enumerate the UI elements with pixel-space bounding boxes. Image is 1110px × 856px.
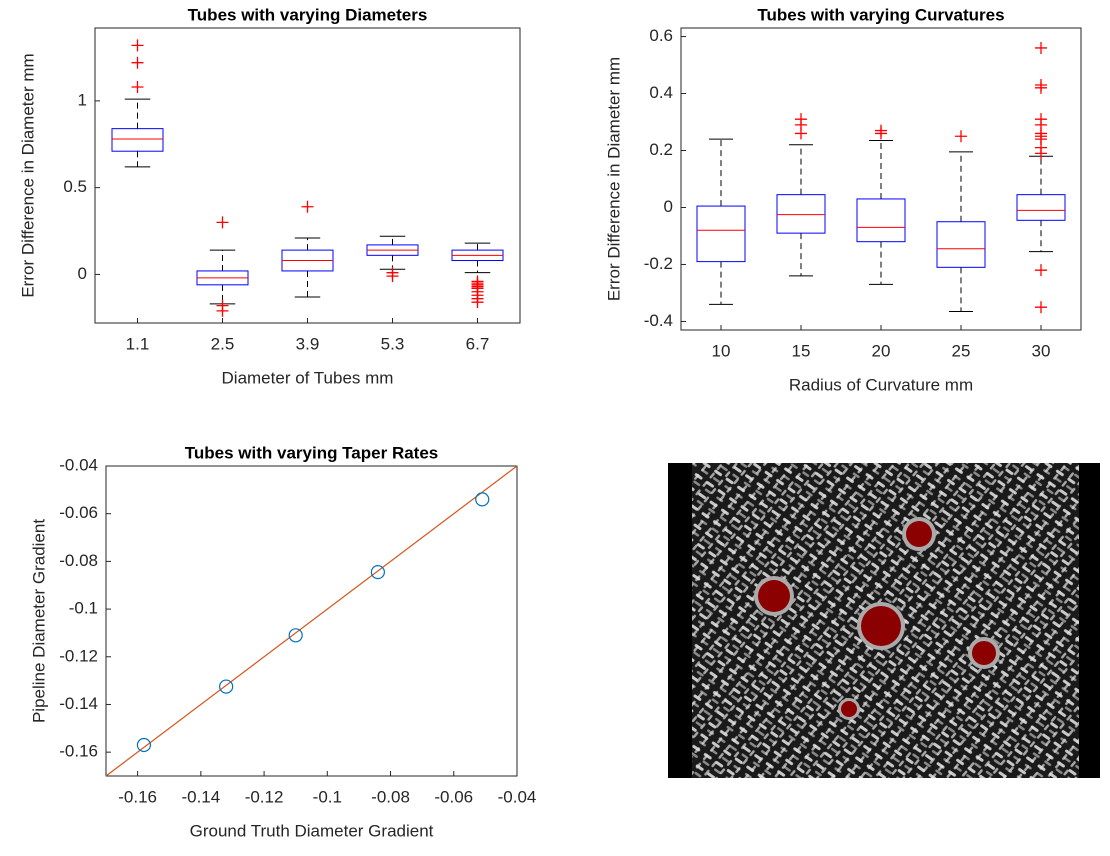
outlier xyxy=(875,124,887,137)
x-tick-label: 30 xyxy=(1032,341,1051,360)
y-tick-label: -0.4 xyxy=(644,311,673,330)
y-tick-label: -0.06 xyxy=(59,503,98,522)
x-axis-label: Radius of Curvature mm xyxy=(789,375,973,394)
x-tick-label: 15 xyxy=(792,341,811,360)
chart-title: Tubes with varying Curvatures xyxy=(757,5,1004,24)
x-tick-label: 1.1 xyxy=(126,334,150,353)
outlier xyxy=(1035,301,1047,314)
data-point xyxy=(219,679,234,694)
box xyxy=(696,205,746,263)
fit-line xyxy=(105,465,518,777)
chart: Tubes with varying Taper Rates Ground Tru… xyxy=(29,443,536,840)
box xyxy=(111,128,164,152)
x-tick-label: -0.08 xyxy=(371,787,410,806)
y-tick-label: 1 xyxy=(78,90,87,109)
x-tick-label: -0.1 xyxy=(313,787,342,806)
outlier xyxy=(216,216,229,229)
image-panel xyxy=(668,463,1100,778)
outlier xyxy=(301,200,314,213)
y-tick-label: 0.6 xyxy=(649,26,673,45)
x-axis-label: Ground Truth Diameter Gradient xyxy=(190,821,434,840)
outlier xyxy=(386,270,399,283)
y-tick-label: 0 xyxy=(78,264,87,283)
outlier xyxy=(1035,41,1047,54)
outlier xyxy=(1035,264,1047,277)
y-tick-label: -0.08 xyxy=(59,551,98,570)
data-point xyxy=(475,492,490,507)
box xyxy=(776,194,826,234)
x-tick-label: 6.7 xyxy=(466,334,490,353)
chart: Tubes with varying Curvatures Radius of C… xyxy=(604,5,1082,394)
outlier xyxy=(955,130,967,143)
data-point xyxy=(136,737,152,753)
x-tick-label: -0.06 xyxy=(434,787,473,806)
y-tick-label: 0.5 xyxy=(63,177,87,196)
data-point xyxy=(288,628,303,643)
x-tick-label: -0.16 xyxy=(118,787,157,806)
outlier xyxy=(216,304,229,317)
x-tick-label: -0.12 xyxy=(245,787,284,806)
x-tick-label: 3.9 xyxy=(296,334,320,353)
y-tick-label: -0.12 xyxy=(59,646,98,665)
y-tick-label: -0.04 xyxy=(59,455,98,474)
outlier xyxy=(1035,78,1047,91)
y-tick-label: -0.14 xyxy=(59,694,98,713)
x-tick-label: 25 xyxy=(952,341,971,360)
outlier xyxy=(1035,113,1047,126)
y-tick-label: -0.1 xyxy=(69,599,98,618)
outlier xyxy=(795,113,807,126)
y-tick-label: 0.4 xyxy=(649,83,673,102)
plot-area xyxy=(680,27,1082,331)
chart-title: Tubes with varying Taper Rates xyxy=(185,443,439,462)
y-tick-label: -0.16 xyxy=(59,742,98,761)
outlier xyxy=(131,39,144,52)
outlier xyxy=(471,296,484,309)
x-axis-label: Diameter of Tubes mm xyxy=(222,368,394,387)
y-axis-label: Pipeline Diameter Gradient xyxy=(29,519,48,723)
box xyxy=(1016,194,1066,221)
chart-title: Tubes with varying Diameters xyxy=(188,5,428,24)
x-tick-label: 10 xyxy=(712,341,731,360)
x-tick-label: 20 xyxy=(872,341,891,360)
outlier xyxy=(131,56,144,69)
y-axis-label: Error Difference in Diameter mm xyxy=(18,53,37,297)
outlier xyxy=(131,81,144,93)
box xyxy=(936,221,986,268)
x-tick-label: 5.3 xyxy=(381,334,405,353)
y-axis-label: Error Difference in Diameter mm xyxy=(604,57,623,301)
x-tick-label: -0.04 xyxy=(498,787,537,806)
x-tick-label: 2.5 xyxy=(211,334,235,353)
y-tick-label: -0.2 xyxy=(644,254,673,273)
y-tick-label: 0.2 xyxy=(649,140,673,159)
y-tick-label: 0 xyxy=(664,197,673,216)
x-tick-label: -0.14 xyxy=(181,787,220,806)
plot-area xyxy=(94,27,521,324)
box xyxy=(856,198,906,243)
data-point xyxy=(370,565,385,580)
chart: Tubes with varying Diameters Diameter of … xyxy=(18,5,521,387)
